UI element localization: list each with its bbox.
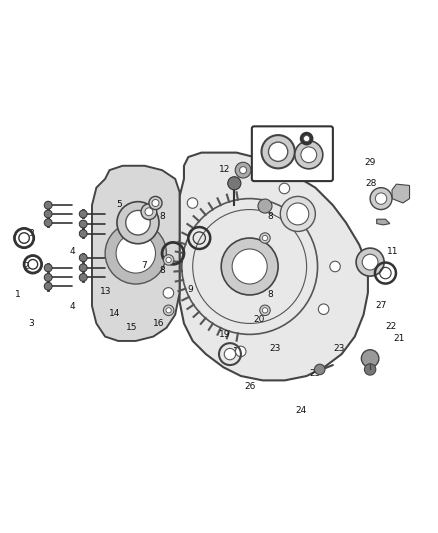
Circle shape (145, 208, 153, 216)
Circle shape (362, 254, 378, 270)
Text: 7: 7 (141, 261, 147, 270)
Circle shape (79, 210, 87, 218)
Circle shape (163, 288, 174, 298)
Circle shape (163, 305, 174, 316)
Text: 24: 24 (296, 406, 307, 415)
Circle shape (116, 233, 155, 273)
Circle shape (152, 199, 159, 206)
Text: 27: 27 (375, 301, 387, 310)
Circle shape (187, 198, 198, 208)
Circle shape (262, 308, 268, 313)
Circle shape (228, 177, 241, 190)
Text: 19: 19 (219, 330, 231, 339)
Circle shape (79, 230, 87, 238)
Text: 28: 28 (366, 179, 377, 188)
Text: 22: 22 (385, 322, 397, 332)
Text: 3: 3 (28, 229, 35, 238)
Circle shape (330, 261, 340, 272)
Text: 14: 14 (109, 309, 120, 318)
Text: 4: 4 (70, 247, 75, 256)
Circle shape (260, 233, 270, 243)
Circle shape (258, 199, 272, 213)
Circle shape (149, 197, 162, 209)
Circle shape (268, 142, 288, 161)
Text: 11: 11 (387, 247, 398, 256)
Polygon shape (377, 219, 390, 225)
Circle shape (364, 364, 376, 375)
Circle shape (261, 135, 295, 168)
Circle shape (287, 203, 309, 225)
Text: 8: 8 (268, 289, 274, 298)
Text: 13: 13 (100, 287, 112, 296)
Circle shape (44, 201, 52, 209)
Text: 8: 8 (268, 212, 274, 221)
Circle shape (314, 364, 325, 375)
Circle shape (304, 135, 310, 142)
Circle shape (232, 249, 267, 284)
Circle shape (79, 254, 87, 262)
Circle shape (235, 162, 251, 178)
Circle shape (44, 282, 52, 290)
Circle shape (221, 238, 278, 295)
Circle shape (370, 188, 392, 209)
Text: 6: 6 (141, 233, 148, 243)
Text: 12: 12 (219, 165, 230, 174)
Text: 15: 15 (126, 324, 137, 332)
Circle shape (260, 305, 270, 316)
Circle shape (44, 219, 52, 227)
PathPatch shape (180, 152, 368, 381)
Text: 16: 16 (153, 319, 165, 328)
Text: 10: 10 (369, 257, 380, 266)
Circle shape (141, 204, 157, 220)
Circle shape (295, 141, 323, 169)
Circle shape (44, 264, 52, 272)
Text: 29: 29 (364, 158, 376, 167)
PathPatch shape (92, 166, 180, 341)
Text: 1: 1 (14, 290, 21, 300)
Circle shape (356, 248, 384, 276)
Text: 2: 2 (24, 262, 29, 271)
Circle shape (262, 236, 268, 241)
Circle shape (280, 197, 315, 231)
Text: 25: 25 (310, 369, 321, 378)
Text: 21: 21 (394, 334, 405, 343)
Text: 4: 4 (70, 302, 75, 311)
Circle shape (236, 346, 246, 357)
Circle shape (166, 257, 171, 263)
Circle shape (224, 349, 236, 360)
Text: 23: 23 (333, 344, 344, 353)
Circle shape (105, 223, 166, 284)
Polygon shape (392, 184, 410, 203)
Circle shape (301, 147, 317, 163)
Circle shape (361, 350, 379, 367)
Text: 9: 9 (187, 285, 193, 294)
Circle shape (318, 304, 329, 314)
Circle shape (279, 183, 290, 193)
Text: 17: 17 (233, 348, 244, 357)
Circle shape (240, 167, 247, 174)
Text: 20: 20 (254, 316, 265, 325)
Circle shape (79, 273, 87, 281)
Circle shape (166, 308, 171, 313)
Circle shape (44, 273, 52, 281)
Circle shape (79, 264, 87, 272)
Circle shape (163, 255, 174, 265)
Text: 8: 8 (159, 265, 165, 274)
Text: 3: 3 (28, 319, 35, 328)
Circle shape (117, 201, 159, 244)
Circle shape (375, 193, 387, 204)
Circle shape (300, 133, 313, 145)
Text: 5: 5 (116, 200, 122, 209)
Circle shape (126, 211, 150, 235)
Text: 23: 23 (269, 344, 281, 353)
Text: 8: 8 (159, 212, 165, 221)
Text: 26: 26 (244, 383, 255, 391)
Text: 30: 30 (312, 158, 324, 167)
FancyBboxPatch shape (252, 126, 333, 181)
Circle shape (44, 210, 52, 218)
Circle shape (79, 220, 87, 228)
